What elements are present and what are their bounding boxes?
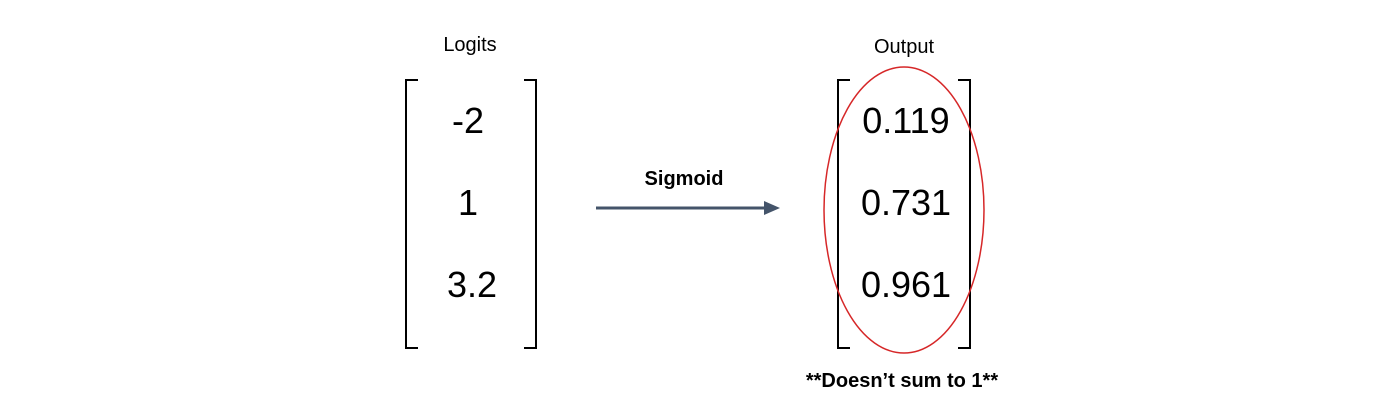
- right-matrix-brackets: [837, 79, 971, 349]
- logit-value: -2: [451, 100, 484, 141]
- sigmoid-label: Sigmoid: [644, 168, 724, 190]
- output-title: Output: [873, 36, 935, 58]
- logit-value: 3.2: [446, 264, 498, 305]
- output-value: 0.731: [860, 182, 952, 223]
- logits-title: Logits: [443, 34, 497, 56]
- sum-note: **Doesn’t sum to 1**: [805, 370, 999, 392]
- arrow-head: [764, 201, 780, 215]
- output-value: 0.119: [862, 100, 950, 141]
- right-bracket-close: [958, 79, 971, 349]
- output-value: 0.961: [860, 264, 952, 305]
- highlight-ellipse: [823, 66, 985, 354]
- left-matrix-brackets: [405, 79, 537, 349]
- right-bracket-open: [837, 79, 850, 349]
- logit-value: 1: [457, 182, 479, 223]
- left-bracket-open: [405, 79, 418, 349]
- sigmoid-arrow: [596, 201, 780, 215]
- left-bracket-close: [524, 79, 537, 349]
